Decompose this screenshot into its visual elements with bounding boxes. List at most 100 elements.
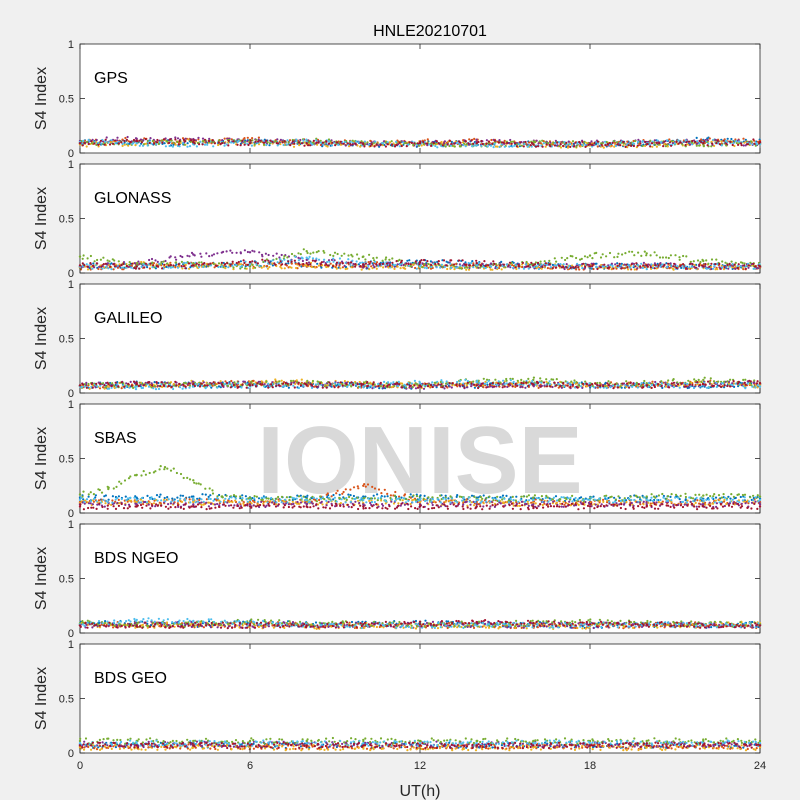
- data-point: [688, 143, 692, 146]
- data-point: [649, 254, 652, 257]
- data-point: [177, 143, 180, 146]
- data-point: [230, 141, 233, 144]
- data-point: [691, 383, 694, 386]
- data-point: [742, 385, 745, 388]
- data-point: [271, 386, 274, 389]
- data-point: [398, 145, 401, 148]
- data-point: [669, 384, 672, 387]
- data-point: [701, 382, 705, 386]
- data-point: [743, 141, 746, 144]
- data-point: [431, 385, 434, 389]
- data-point: [302, 139, 305, 142]
- data-point: [582, 262, 585, 265]
- data-point: [184, 140, 187, 143]
- data-point: [575, 381, 578, 384]
- data-point: [356, 383, 359, 386]
- data-point: [422, 142, 425, 146]
- data-point: [734, 265, 737, 268]
- data-point: [410, 141, 413, 144]
- data-point: [96, 385, 99, 388]
- data-point: [553, 144, 557, 147]
- data-point: [388, 385, 391, 388]
- data-point: [398, 141, 401, 144]
- data-point: [695, 142, 698, 146]
- data-point: [684, 143, 687, 147]
- data-point: [614, 266, 617, 269]
- data-point: [700, 380, 703, 383]
- data-point: [78, 264, 82, 267]
- data-point: [735, 141, 738, 145]
- data-point: [135, 381, 138, 384]
- data-point: [130, 384, 133, 387]
- data-point: [592, 144, 595, 147]
- data-point: [371, 383, 375, 386]
- data-point: [430, 384, 433, 387]
- data-point: [612, 387, 615, 390]
- data-point: [406, 383, 409, 386]
- data-point: [481, 262, 484, 266]
- data-point: [261, 255, 264, 258]
- data-point: [383, 380, 386, 383]
- data-point: [190, 251, 194, 254]
- data-point: [673, 142, 677, 145]
- data-point: [437, 262, 440, 265]
- data-point: [243, 380, 246, 383]
- data-point: [666, 266, 669, 269]
- data-point: [637, 140, 640, 143]
- data-point: [555, 384, 558, 387]
- data-point: [82, 139, 85, 142]
- data-point: [722, 382, 725, 385]
- data-point: [227, 144, 230, 147]
- data-point: [661, 256, 665, 259]
- data-point: [254, 140, 257, 143]
- data-point: [366, 141, 369, 144]
- data-point: [128, 261, 131, 264]
- data-point: [741, 261, 744, 264]
- data-point: [533, 263, 537, 266]
- data-point: [266, 141, 269, 144]
- data-point: [383, 143, 386, 147]
- data-point: [255, 138, 258, 141]
- data-point: [459, 145, 462, 148]
- data-point: [246, 140, 249, 143]
- data-point: [197, 382, 200, 385]
- data-point: [377, 385, 380, 388]
- data-point: [377, 382, 380, 386]
- data-point: [370, 143, 373, 146]
- data-point: [340, 254, 343, 257]
- data-point: [488, 383, 491, 386]
- data-point: [503, 385, 506, 388]
- data-point: [441, 386, 444, 389]
- data-point: [749, 380, 752, 383]
- data-point: [565, 263, 568, 266]
- data-point: [713, 265, 716, 268]
- data-point: [667, 256, 670, 260]
- data-point: [480, 139, 483, 143]
- data-point: [302, 262, 305, 266]
- data-point: [184, 267, 187, 270]
- data-point: [749, 140, 753, 143]
- data-point: [259, 382, 262, 386]
- data-point: [217, 141, 220, 144]
- data-point: [283, 267, 286, 270]
- data-point: [566, 384, 569, 387]
- data-point: [757, 267, 760, 270]
- data-point: [674, 254, 677, 257]
- data-point: [575, 256, 578, 260]
- data-point: [490, 265, 493, 268]
- data-point: [732, 380, 735, 383]
- data-point: [514, 383, 517, 386]
- data-point: [445, 264, 448, 267]
- data-point: [683, 382, 686, 385]
- data-point: [306, 379, 309, 382]
- data-point: [457, 259, 461, 262]
- data-point: [651, 145, 654, 148]
- data-point: [412, 143, 415, 146]
- data-point: [507, 264, 510, 267]
- data-point: [559, 384, 562, 387]
- data-point: [487, 142, 490, 145]
- data-point: [176, 140, 179, 144]
- data-point: [578, 140, 581, 144]
- data-point: [754, 265, 757, 268]
